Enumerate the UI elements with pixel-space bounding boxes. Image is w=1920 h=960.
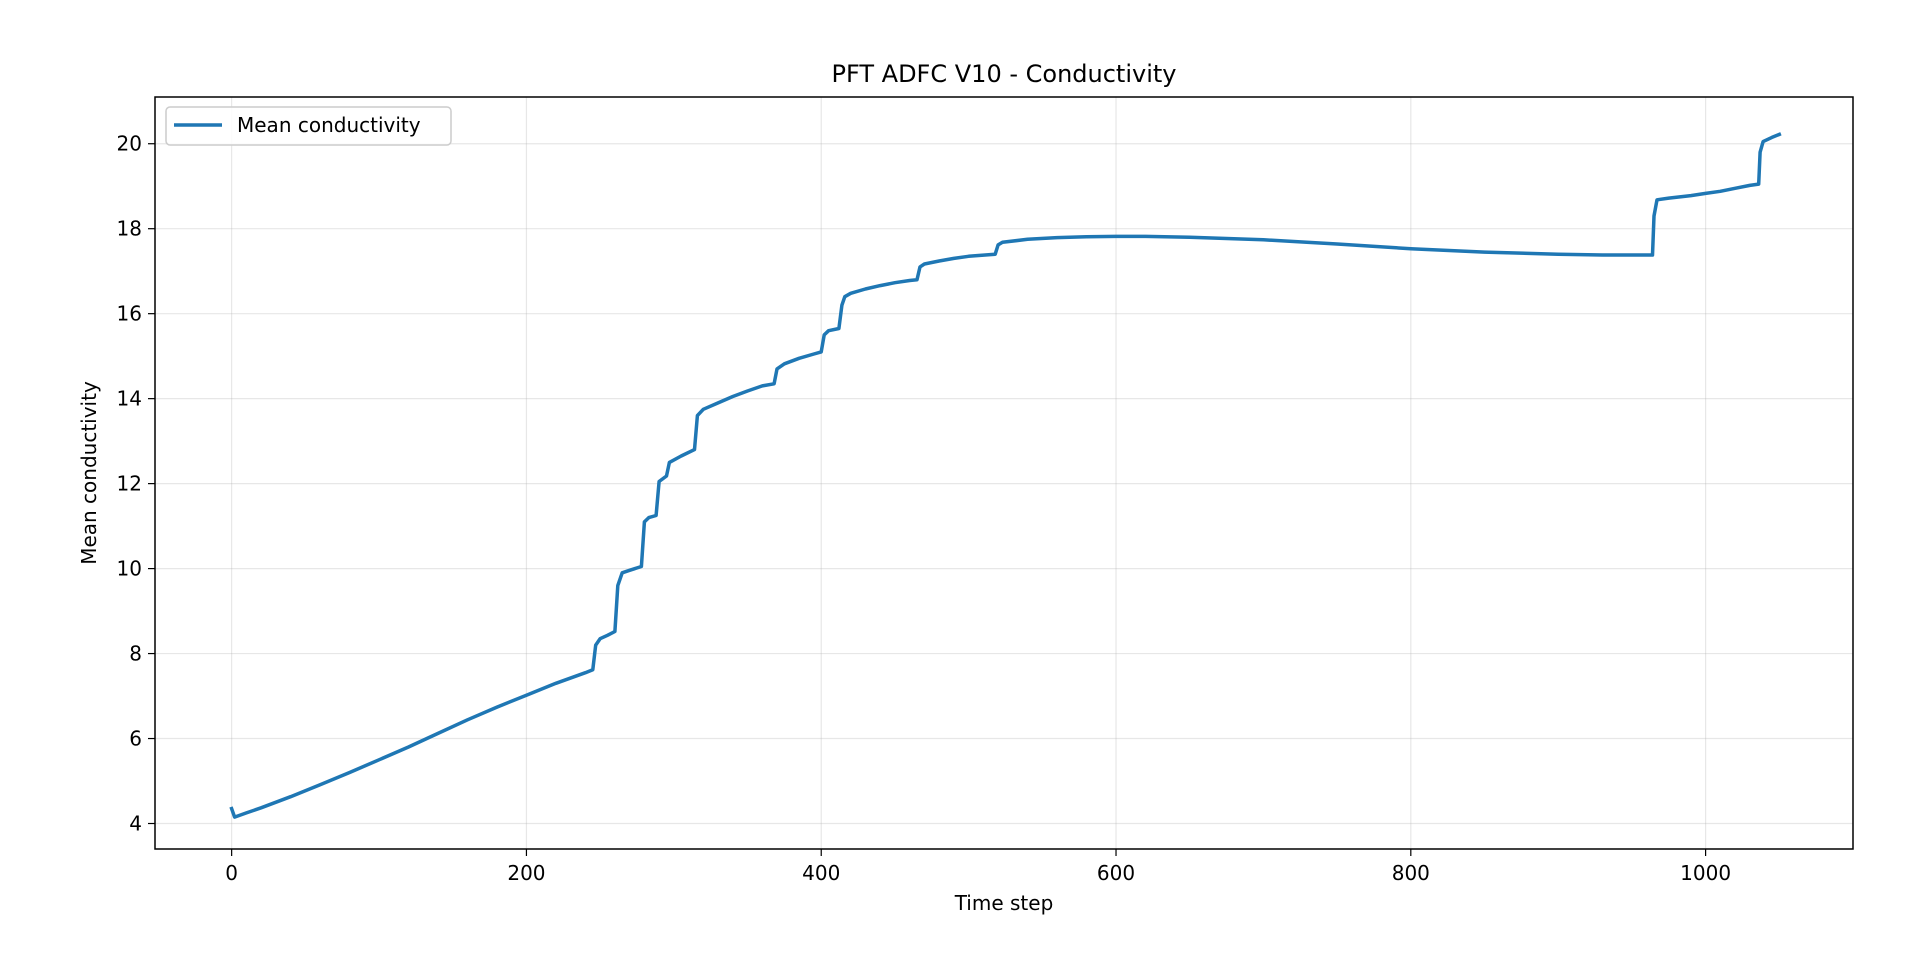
- series-line-mean-conductivity: [229, 132, 1782, 819]
- x-tick-label: 800: [1392, 861, 1430, 885]
- y-tick-label: 14: [117, 387, 142, 411]
- x-tick-label: 1000: [1680, 861, 1731, 885]
- y-tick-label: 4: [129, 812, 142, 836]
- y-tick-label: 8: [129, 642, 142, 666]
- legend-entry-mean-conductivity: Mean conductivity: [237, 113, 421, 137]
- x-axis-ticks: 0 200 400 600 800 1000: [225, 849, 1731, 885]
- y-tick-label: 16: [117, 302, 142, 326]
- series-layer: [229, 132, 1782, 819]
- chart-title: PFT ADFC V10 - Conductivity: [832, 60, 1177, 88]
- y-axis-ticks: 4 6 8 10 12 14 16 18 20: [117, 132, 155, 836]
- y-tick-label: 12: [117, 472, 142, 496]
- y-tick-label: 18: [117, 217, 142, 241]
- grid-layer: [155, 97, 1853, 849]
- plot-frame: [154, 96, 1854, 850]
- legend: Mean conductivity: [165, 106, 452, 146]
- x-axis-label: Time step: [954, 891, 1054, 915]
- x-tick-label: 400: [802, 861, 840, 885]
- x-tick-label: 0: [225, 861, 238, 885]
- legend-box: [165, 106, 452, 146]
- x-tick-label: 600: [1097, 861, 1135, 885]
- y-tick-label: 6: [129, 727, 142, 751]
- y-axis-label: Mean conductivity: [77, 381, 101, 565]
- y-tick-label: 20: [117, 132, 142, 156]
- y-tick-label: 10: [117, 557, 142, 581]
- x-tick-label: 200: [507, 861, 545, 885]
